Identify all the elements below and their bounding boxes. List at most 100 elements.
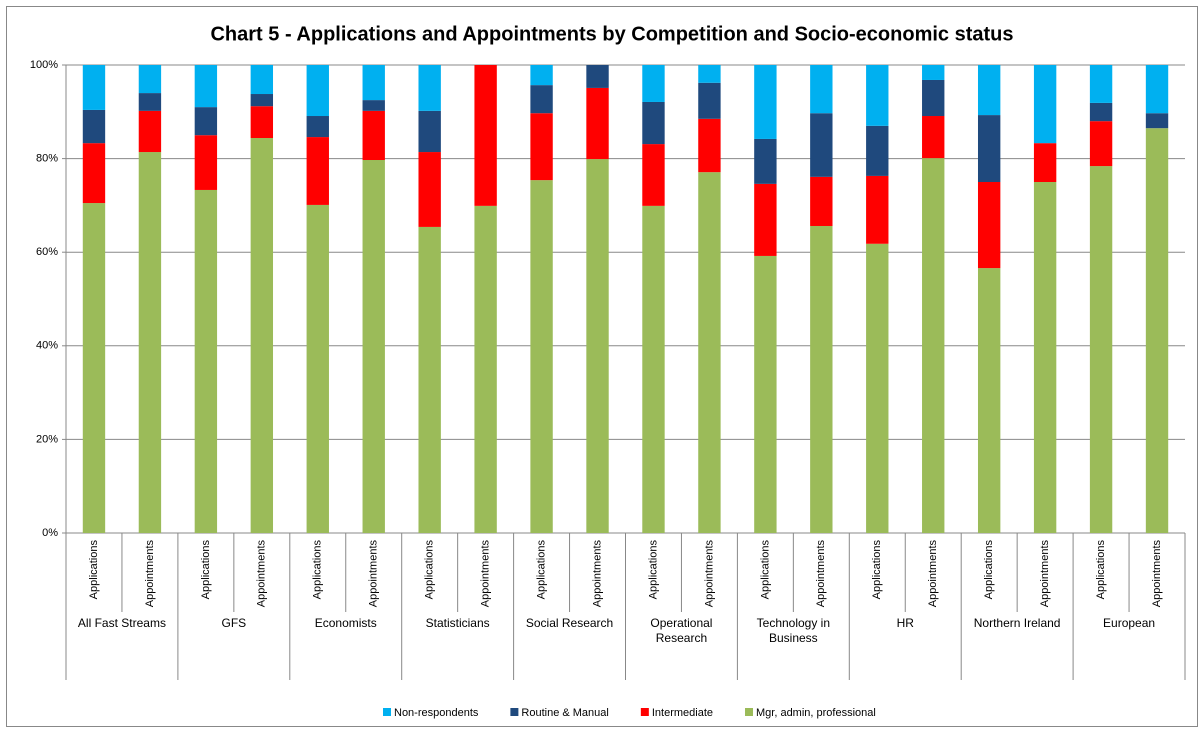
bar-segment xyxy=(530,113,553,181)
group-label: Technology in Business xyxy=(756,616,831,645)
bar-segment xyxy=(250,106,274,139)
legend-label: Intermediate xyxy=(652,707,713,719)
group-label: European xyxy=(1103,616,1156,630)
x-tick-label: Applications xyxy=(312,540,324,600)
bar-segment xyxy=(306,65,329,117)
bar-segment xyxy=(754,255,777,533)
bar-segment xyxy=(922,158,945,533)
bar-segment xyxy=(977,268,1001,533)
bar-segment xyxy=(250,138,274,533)
bar-segment xyxy=(1033,182,1057,533)
bar-segment xyxy=(1145,128,1169,533)
y-tick-label: 20% xyxy=(36,433,58,445)
x-tick-label: Appointments xyxy=(480,540,492,608)
x-tick-label: Appointments xyxy=(256,540,268,608)
legend-swatch xyxy=(640,708,649,716)
bar-segment xyxy=(754,183,777,256)
bar-segment xyxy=(922,79,945,117)
group-label: Operational Research xyxy=(650,616,713,645)
bar-segment xyxy=(138,110,162,153)
bar-segment xyxy=(194,135,218,190)
bar-segment xyxy=(306,116,329,138)
bar-segment xyxy=(250,65,274,95)
bar-segment xyxy=(306,204,329,533)
bar-segment xyxy=(82,109,106,144)
bar-segment xyxy=(530,85,553,114)
bar-segment xyxy=(418,110,441,153)
x-tick-label: Applications xyxy=(88,540,100,600)
y-tick-label: 40% xyxy=(36,340,58,352)
bar-segment xyxy=(138,93,162,111)
x-tick-label: Applications xyxy=(647,540,659,600)
bar-segment xyxy=(642,65,665,102)
group-label: HR xyxy=(896,616,914,630)
bar-segment xyxy=(82,203,106,533)
y-tick-label: 60% xyxy=(36,246,58,258)
bar-segment xyxy=(810,65,833,114)
group-label: Economists xyxy=(314,616,377,630)
x-tick-label: Appointments xyxy=(1039,540,1051,608)
bar-segment xyxy=(866,65,889,126)
x-tick-label: Appointments xyxy=(703,540,715,608)
y-tick-label: 80% xyxy=(36,153,58,165)
group-label: Northern Ireland xyxy=(973,616,1061,630)
bar-segment xyxy=(530,180,553,534)
bar-segment xyxy=(1089,65,1113,103)
x-tick-label: Applications xyxy=(759,540,771,600)
bar-segment xyxy=(586,159,609,533)
bar-segment xyxy=(1145,113,1169,129)
bar-segment xyxy=(866,243,889,533)
bar-segment xyxy=(194,107,218,136)
bar-segment xyxy=(194,189,218,533)
legend-swatch xyxy=(745,708,753,716)
bar-segment xyxy=(418,226,441,534)
x-tick-label: Appointments xyxy=(144,540,156,608)
bar-segment xyxy=(698,65,721,83)
group-label: All Fast Streams xyxy=(77,616,166,630)
x-tick-label: Applications xyxy=(1095,540,1107,600)
bar-segment xyxy=(1145,65,1169,114)
x-tick-label: Appointments xyxy=(1151,540,1163,608)
x-tick-label: Applications xyxy=(424,540,436,600)
bar-segment xyxy=(810,225,833,533)
x-tick-label: Appointments xyxy=(368,540,380,608)
bar-segment xyxy=(977,182,1001,269)
legend-swatch xyxy=(510,708,519,716)
bar-segment xyxy=(306,137,329,205)
bar-segment xyxy=(1089,121,1113,167)
legend-label: Non-respondents xyxy=(394,707,479,719)
bar-segment xyxy=(1033,65,1057,144)
legend-label: Mgr, admin, professional xyxy=(756,707,876,719)
bar-segment xyxy=(1089,102,1113,122)
group-label: GFS xyxy=(221,616,247,630)
bar-segment xyxy=(866,125,889,176)
bar-segment xyxy=(82,143,106,204)
bar-segment xyxy=(977,115,1001,182)
bar-segment xyxy=(194,65,218,108)
bar-segment xyxy=(362,65,385,101)
bar-segment xyxy=(642,205,665,534)
group-label: Statisticians xyxy=(425,616,490,630)
x-tick-label: Applications xyxy=(200,540,212,600)
bar-segment xyxy=(474,205,497,534)
x-tick-label: Applications xyxy=(983,540,995,600)
bar-segment xyxy=(138,152,162,533)
bar-segment xyxy=(418,65,441,111)
bar-segment xyxy=(418,152,441,227)
bar-segment xyxy=(922,65,945,80)
bar-segment xyxy=(586,87,609,160)
bar-segment xyxy=(362,160,385,533)
bar-segment xyxy=(754,138,777,184)
x-tick-label: Appointments xyxy=(591,540,603,608)
legend-label: Routine & Manual xyxy=(521,707,608,719)
x-tick-label: Appointments xyxy=(927,540,939,608)
bar-segment xyxy=(250,94,274,107)
bar-segment xyxy=(642,144,665,206)
y-tick-label: 100% xyxy=(30,59,58,71)
bar-segment xyxy=(362,100,385,111)
bar-segment xyxy=(754,65,777,139)
bar-segment xyxy=(698,172,721,533)
bar-segment xyxy=(866,175,889,244)
